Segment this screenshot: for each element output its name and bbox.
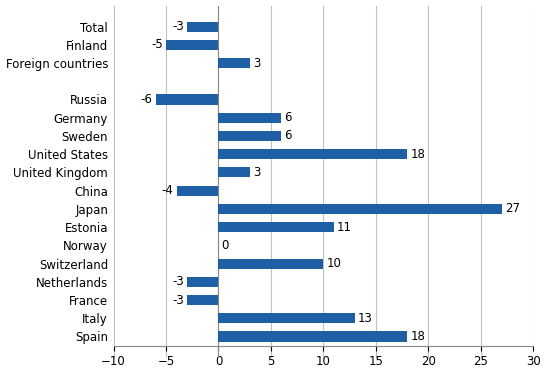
Text: 6: 6 <box>284 129 292 143</box>
Bar <box>218 222 334 232</box>
Text: -5: -5 <box>151 38 163 51</box>
Bar <box>218 149 407 159</box>
Bar <box>176 186 218 196</box>
Bar <box>166 40 218 50</box>
Text: -3: -3 <box>172 294 184 306</box>
Text: 6: 6 <box>284 111 292 124</box>
Text: 10: 10 <box>327 257 341 270</box>
Bar <box>187 21 218 32</box>
Text: 11: 11 <box>337 221 352 233</box>
Text: -3: -3 <box>172 20 184 33</box>
Bar <box>187 295 218 305</box>
Text: 18: 18 <box>411 148 425 161</box>
Bar <box>218 167 250 177</box>
Bar <box>218 332 407 341</box>
Text: 27: 27 <box>505 202 520 215</box>
Text: -4: -4 <box>162 184 174 197</box>
Text: -6: -6 <box>140 93 152 106</box>
Bar <box>187 277 218 287</box>
Text: 3: 3 <box>253 166 260 179</box>
Bar <box>218 58 250 68</box>
Bar <box>156 94 218 105</box>
Bar <box>218 259 323 268</box>
Text: -3: -3 <box>172 275 184 288</box>
Text: 0: 0 <box>222 239 229 252</box>
Bar <box>218 204 502 214</box>
Text: 3: 3 <box>253 56 260 70</box>
Bar <box>218 113 281 123</box>
Bar <box>218 313 355 323</box>
Bar <box>218 131 281 141</box>
Text: 13: 13 <box>358 312 373 325</box>
Text: 18: 18 <box>411 330 425 343</box>
